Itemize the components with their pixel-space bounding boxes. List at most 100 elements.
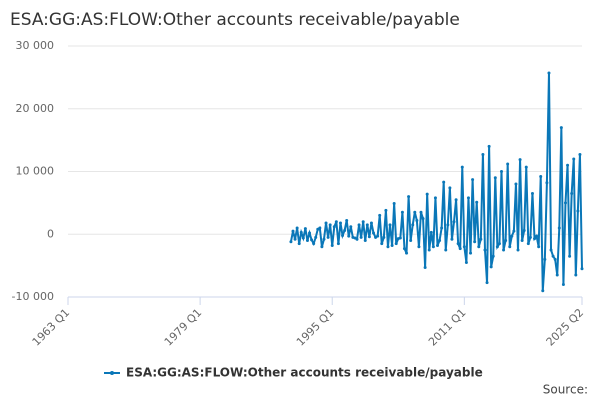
point <box>510 234 514 238</box>
point <box>405 251 409 255</box>
y-tick-label: 0 <box>47 227 54 240</box>
legend-label: ESA:GG:AS:FLOW:Other accounts receivable… <box>126 366 483 380</box>
point <box>291 229 295 233</box>
point <box>475 200 479 204</box>
point <box>580 267 584 271</box>
x-tick-label: 1963 Q1 <box>30 306 73 349</box>
point <box>450 237 454 241</box>
point <box>533 237 537 241</box>
point <box>561 282 565 286</box>
point <box>380 242 384 246</box>
point <box>322 237 326 241</box>
point <box>495 245 499 249</box>
point <box>409 239 413 243</box>
point <box>431 245 435 249</box>
point <box>429 230 433 234</box>
point <box>425 192 429 196</box>
point <box>493 176 497 180</box>
point <box>547 71 551 75</box>
y-tick-label: 30 000 <box>16 39 55 52</box>
point <box>324 221 328 225</box>
y-tick-label: 20 000 <box>16 102 55 115</box>
point <box>535 234 539 238</box>
point <box>295 226 299 230</box>
point <box>355 237 359 241</box>
point <box>563 201 567 205</box>
point <box>357 223 361 227</box>
point <box>485 281 489 285</box>
x-tick-label: 2025 Q2 <box>544 306 587 349</box>
point <box>367 235 371 239</box>
point <box>466 196 470 200</box>
point <box>448 186 452 190</box>
point <box>363 239 367 243</box>
point <box>398 236 402 240</box>
point <box>541 289 545 293</box>
point <box>392 202 396 206</box>
point <box>336 242 340 246</box>
point <box>419 210 423 214</box>
point <box>454 198 458 202</box>
y-tick-label: -10 000 <box>12 290 54 303</box>
point <box>578 153 582 157</box>
point <box>516 248 520 252</box>
point <box>376 234 380 238</box>
point <box>576 209 580 213</box>
point <box>332 225 336 229</box>
point <box>438 239 442 243</box>
point <box>452 220 456 224</box>
point <box>359 235 363 239</box>
point <box>508 245 512 249</box>
point <box>522 228 526 232</box>
point <box>566 163 570 167</box>
point <box>499 170 503 173</box>
point <box>487 144 491 148</box>
point <box>456 242 460 246</box>
point <box>555 273 559 277</box>
point <box>497 242 501 246</box>
point <box>460 165 464 169</box>
point <box>320 245 324 249</box>
point <box>489 265 493 269</box>
point <box>386 245 390 249</box>
point <box>305 239 309 243</box>
point <box>415 218 419 222</box>
point <box>442 180 446 184</box>
point <box>338 221 342 225</box>
point <box>473 240 477 244</box>
point <box>543 257 547 261</box>
chart-title: ESA:GG:AS:FLOW:Other accounts receivable… <box>10 10 460 30</box>
point <box>572 157 576 161</box>
point <box>514 182 518 186</box>
point <box>417 245 421 249</box>
point <box>289 240 293 244</box>
point <box>299 230 303 234</box>
point <box>303 227 307 231</box>
point <box>530 191 534 195</box>
point <box>328 223 332 227</box>
point <box>423 266 427 270</box>
point <box>394 242 398 246</box>
x-tick-label: 1979 Q1 <box>162 306 205 349</box>
point <box>526 242 530 246</box>
point <box>568 254 572 258</box>
point <box>570 191 574 195</box>
source: Source: <box>543 383 588 397</box>
point <box>293 237 297 241</box>
point <box>421 217 425 221</box>
point <box>411 223 415 227</box>
point <box>518 158 522 162</box>
point <box>349 225 353 229</box>
point <box>512 229 516 233</box>
point <box>413 210 417 214</box>
point <box>528 235 532 239</box>
point <box>427 248 431 252</box>
y-tick-label: 10 000 <box>16 165 55 178</box>
point <box>347 234 351 238</box>
point <box>369 221 373 225</box>
point <box>545 181 549 185</box>
point <box>524 165 528 169</box>
point <box>464 260 468 264</box>
point <box>297 242 301 246</box>
point <box>326 235 330 239</box>
